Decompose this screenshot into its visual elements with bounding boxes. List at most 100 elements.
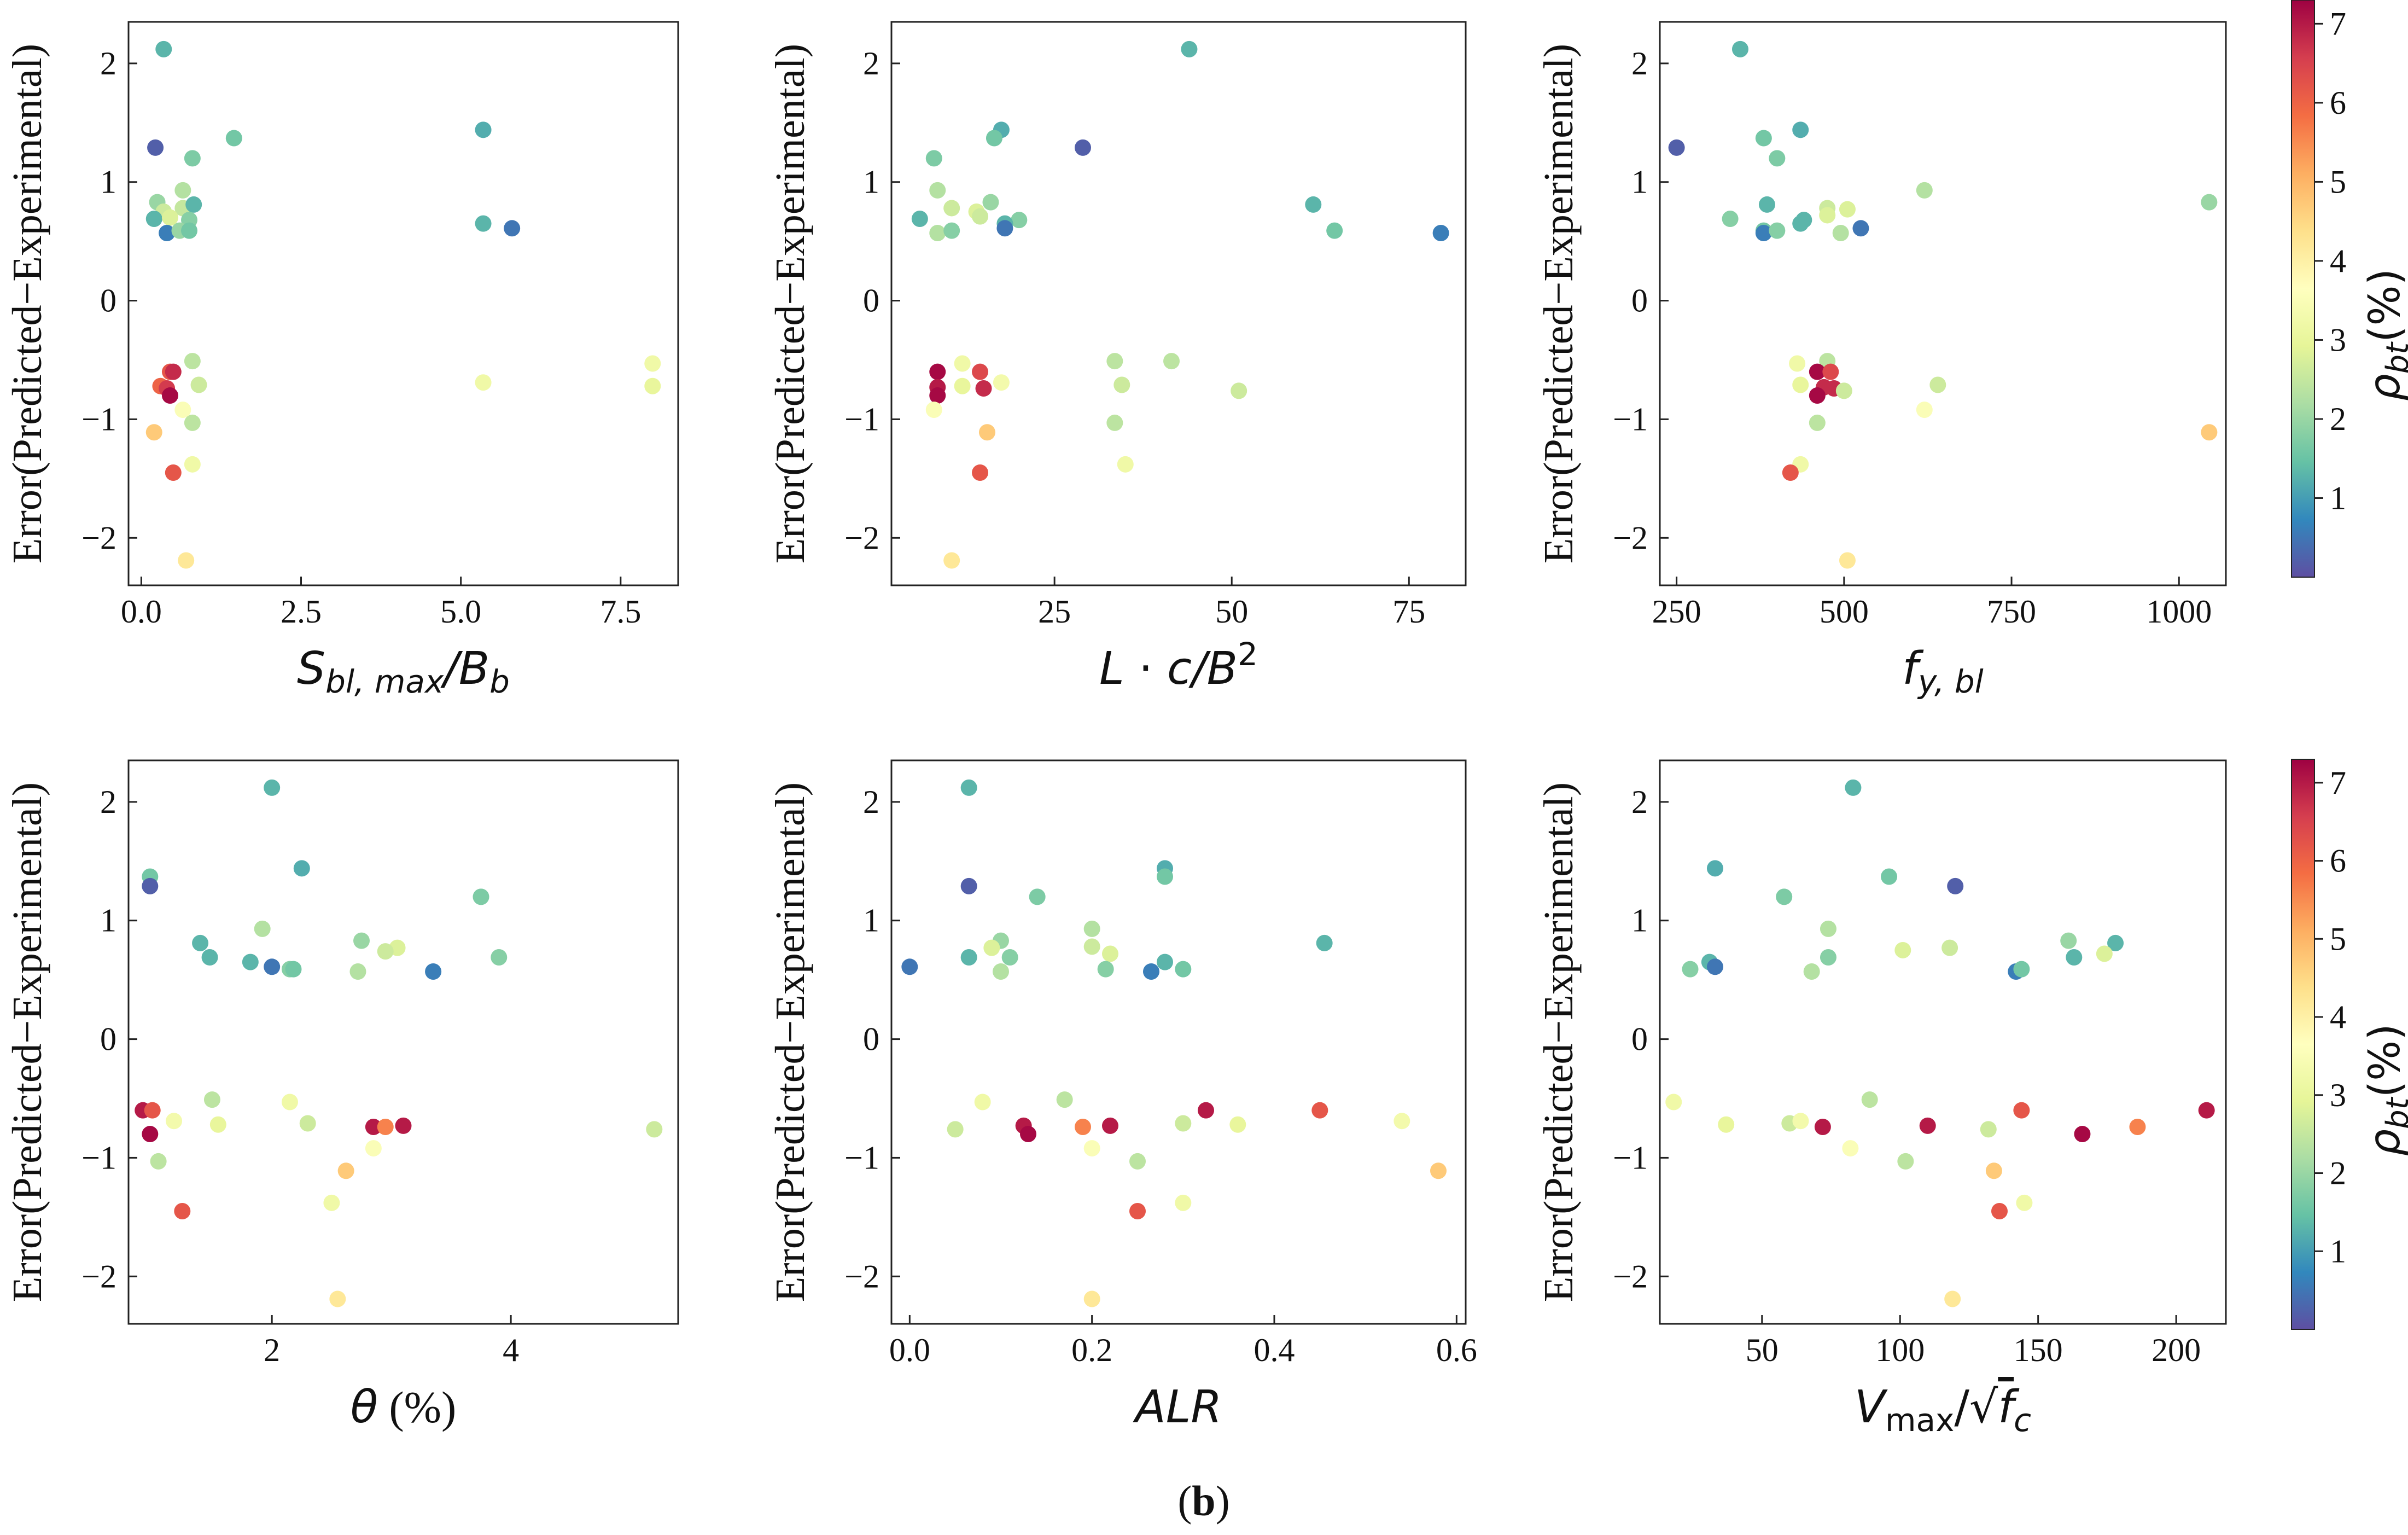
colorbar-label: ρbt(%): [2360, 1024, 2408, 1156]
y-tick-label: −2: [1613, 520, 1648, 556]
y-tick-label: −2: [81, 1258, 116, 1294]
data-point: [1229, 1116, 1246, 1133]
data-point: [1432, 224, 1449, 241]
x-axis-label: Sbl, max/Bb: [297, 643, 510, 700]
data-point: [1011, 212, 1028, 229]
data-point: [1129, 1203, 1146, 1219]
data-point: [1758, 196, 1775, 213]
data-point: [1839, 552, 1856, 569]
data-point: [1792, 1113, 1809, 1130]
data-point: [174, 182, 191, 199]
data-point: [254, 920, 271, 937]
data-point: [1832, 224, 1849, 241]
data-point: [2201, 424, 2218, 441]
data-point: [190, 376, 207, 393]
data-point: [1722, 210, 1739, 227]
data-point: [165, 363, 182, 380]
data-point: [1430, 1162, 1447, 1179]
axes-frame: [890, 759, 1467, 1325]
x-tick-label: 2.5: [281, 594, 322, 630]
data-point: [1819, 207, 1836, 224]
y-axis-label: Error(Predicted−Experimental): [767, 782, 813, 1302]
x-tick-label: 2: [264, 1332, 280, 1368]
data-point: [1143, 963, 1159, 980]
data-point: [2107, 934, 2124, 951]
data-point: [337, 1162, 354, 1179]
data-point: [1755, 224, 1772, 241]
data-point: [349, 963, 366, 980]
data-point: [943, 552, 960, 569]
data-point: [911, 210, 928, 227]
y-tick-label: 2: [100, 45, 116, 82]
data-point: [1929, 376, 1946, 393]
y-tick-label: 0: [100, 1021, 116, 1057]
data-point: [974, 1094, 991, 1110]
x-tick-label: 5.0: [440, 594, 481, 630]
data-point: [1985, 1162, 2002, 1179]
colorbar-1: 1 2 3 4 5 6 7 ρbt(%): [2291, 0, 2408, 578]
data-point: [1097, 961, 1114, 978]
data-point: [155, 40, 172, 57]
data-point: [960, 877, 977, 894]
axes-frame: [1659, 21, 2227, 586]
data-point: [943, 222, 960, 239]
y-tick-label: 2: [1631, 784, 1648, 820]
data-point: [1668, 139, 1685, 156]
data-point: [165, 464, 182, 481]
colorbar-tick-label: 3: [2330, 1077, 2346, 1113]
axes-frame: [1659, 759, 2227, 1325]
y-axis-label: Error(Predicted−Experimental): [1536, 44, 1582, 563]
data-point: [203, 1091, 220, 1108]
colorbar-tick-label: 6: [2330, 843, 2346, 879]
data-point: [1106, 414, 1123, 431]
y-tick-label: 0: [863, 1021, 879, 1057]
data-point: [181, 222, 198, 239]
data-point: [1755, 130, 1772, 147]
data-point: [174, 402, 191, 418]
data-point: [1175, 1194, 1192, 1211]
y-tick-label: −2: [844, 1258, 879, 1294]
data-point: [943, 200, 960, 217]
data-point: [982, 194, 999, 211]
data-point: [1083, 938, 1100, 955]
data-point: [1809, 414, 1826, 431]
data-point: [1731, 40, 1748, 57]
axes-frame: [127, 759, 679, 1325]
data-point: [1102, 945, 1118, 962]
data-point: [929, 387, 946, 404]
y-tick-label: 0: [1631, 1021, 1648, 1057]
data-point: [285, 961, 302, 978]
data-point: [644, 377, 661, 394]
data-point: [983, 939, 1000, 956]
data-point: [1198, 1102, 1214, 1119]
data-point: [925, 402, 942, 418]
data-point: [2129, 1119, 2146, 1136]
data-point: [1020, 1126, 1036, 1143]
x-axis-label: Vmax/√fc: [1855, 1381, 2031, 1439]
data-point: [225, 130, 242, 147]
data-point: [975, 380, 992, 397]
x-tick-label: 500: [1820, 594, 1869, 630]
y-axis-label: Error(Predicted−Experimental): [767, 44, 813, 563]
data-point: [1894, 941, 1911, 958]
scatter-panel-5: −2 −1 0 1 2 0.0 0.2 0.4 0.6 Error(Predicted−Exper…: [767, 759, 1477, 1433]
data-point: [1706, 860, 1723, 877]
data-point: [161, 209, 178, 226]
data-point: [2013, 961, 2030, 978]
colorbar-tick-label: 5: [2330, 164, 2346, 200]
data-point: [996, 220, 1013, 237]
data-point: [1980, 1121, 1997, 1138]
x-tick-label: 100: [1875, 1332, 1925, 1368]
scatter-panel-3: −2 −1 0 1 2 250 500 750 1000 Error(Predicted−Expe…: [1536, 21, 2227, 700]
data-point: [145, 210, 162, 227]
scatter-panel-2: −2 −1 0 1 2 25 50 75 Error(Predicted−Experimenta…: [767, 21, 1467, 695]
data-point: [1083, 1140, 1100, 1157]
data-point: [1820, 920, 1836, 937]
data-point: [1792, 215, 1809, 232]
data-point: [1941, 939, 1958, 956]
x-tick-label: 50: [1215, 594, 1248, 630]
colorbar-tick-label: 4: [2330, 243, 2346, 279]
y-axis-label: Error(Predicted−Experimental): [1536, 782, 1582, 1302]
data-point: [986, 130, 1002, 147]
y-tick-label: 1: [100, 164, 116, 200]
